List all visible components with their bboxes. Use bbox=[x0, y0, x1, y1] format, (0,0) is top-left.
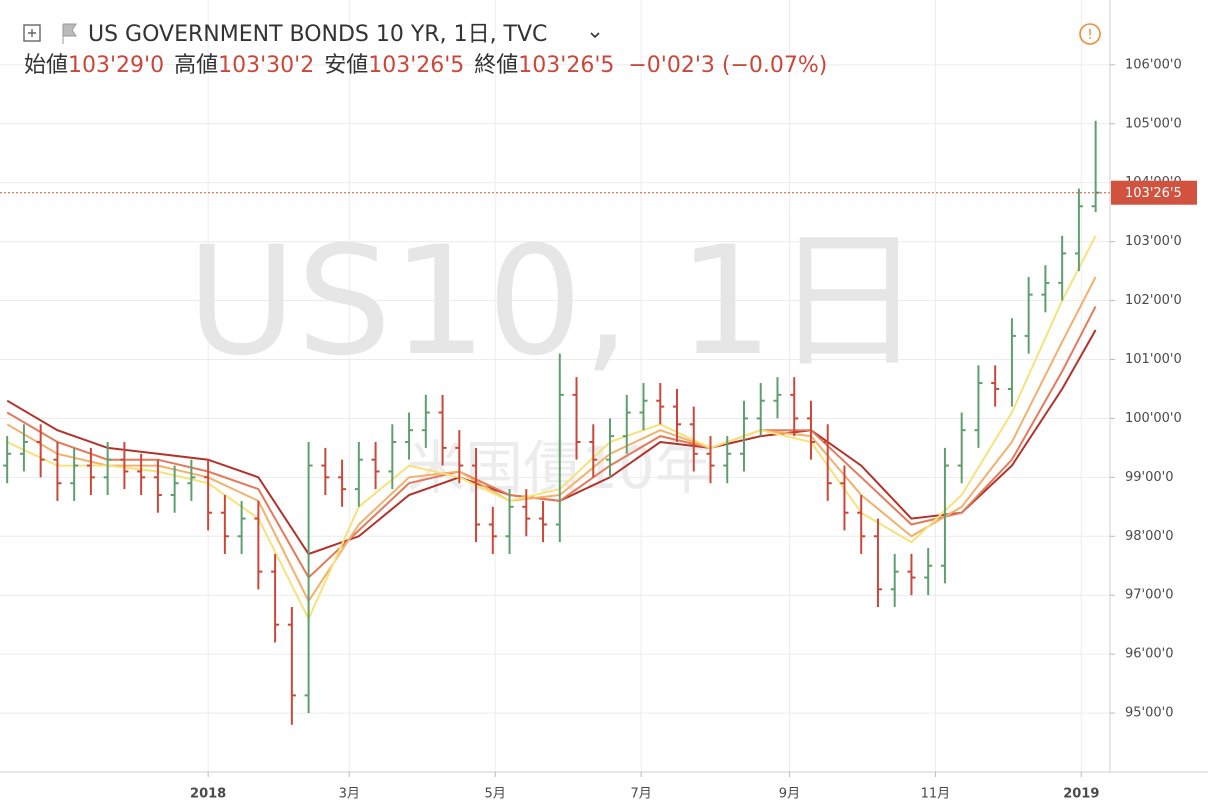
flag-icon bbox=[62, 23, 77, 44]
open-label: 始値 bbox=[24, 53, 68, 78]
expand-icon[interactable] bbox=[23, 24, 41, 42]
change-value: −0'02'3 (−0.07%) bbox=[628, 53, 827, 78]
ohlc-legend: 始値103'29'0 高値103'30'2 安値103'26'5 終値103'26'5… bbox=[24, 53, 827, 78]
y-tick-label: 102'00'0 bbox=[1125, 293, 1182, 308]
expand-icon-plus bbox=[28, 29, 36, 37]
x-tick-label: 2018 bbox=[190, 787, 226, 802]
warning-mark: ! bbox=[1087, 27, 1093, 43]
low-label: 安値 bbox=[324, 53, 368, 78]
y-tick-label: 99'00'0 bbox=[1125, 470, 1174, 485]
last-price-label: 103'26'5 bbox=[1125, 186, 1182, 201]
dropdown-icon[interactable] bbox=[590, 32, 600, 39]
y-tick-label: 97'00'0 bbox=[1125, 588, 1174, 603]
watermark: US10, 1日 bbox=[187, 215, 924, 389]
plot bbox=[0, 120, 1110, 725]
grid bbox=[0, 0, 1110, 772]
y-tick-label: 101'00'0 bbox=[1125, 352, 1182, 367]
low-value: 103'26'5 bbox=[368, 53, 464, 78]
y-tick-label: 95'00'0 bbox=[1125, 706, 1174, 721]
high-label: 高値 bbox=[174, 53, 218, 78]
y-tick-label: 100'00'0 bbox=[1125, 411, 1182, 426]
x-tick-label: 5月 bbox=[485, 787, 506, 802]
last-price-box bbox=[1111, 180, 1197, 205]
y-tick-label: 98'00'0 bbox=[1125, 529, 1174, 544]
x-tick-label: 2019 bbox=[1063, 787, 1099, 802]
high-value: 103'30'2 bbox=[218, 53, 314, 78]
x-tick-label: 3月 bbox=[339, 787, 360, 802]
open-value: 103'29'0 bbox=[68, 53, 164, 78]
x-tick-label: 11月 bbox=[921, 787, 951, 802]
close-value: 103'26'5 bbox=[518, 53, 614, 78]
axes: 95'00'0 96'00'0 97'00'0 98'00'0 99'00'0 100'0… bbox=[190, 57, 1197, 802]
y-tick-label: 106'00'0 bbox=[1125, 57, 1182, 72]
close-label: 終値 bbox=[474, 53, 518, 78]
y-tick-label: 103'00'0 bbox=[1125, 234, 1182, 249]
y-tick-label: 96'00'0 bbox=[1125, 647, 1174, 662]
chart-title: US GOVERNMENT BONDS 10 YR, 1日, TVC bbox=[88, 22, 547, 47]
y-tick-label: 105'00'0 bbox=[1125, 116, 1182, 131]
x-tick-label: 9月 bbox=[779, 787, 800, 802]
warning-icon[interactable] bbox=[1079, 23, 1101, 45]
x-tick-label: 7月 bbox=[630, 787, 651, 802]
